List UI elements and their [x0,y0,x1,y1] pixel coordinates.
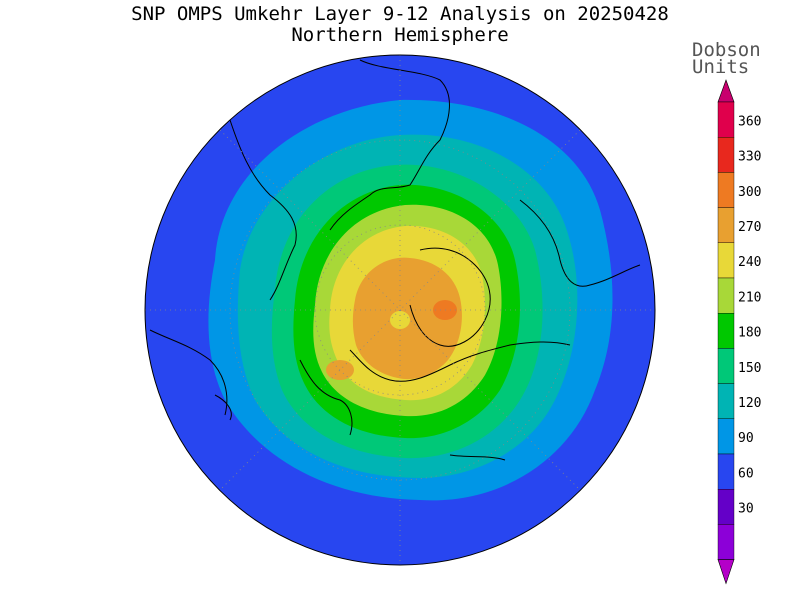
coastline-north-america-east [229,119,297,301]
colorbar-tick-label: 270 [738,220,761,235]
colorbar-tick-label: 90 [738,431,754,446]
coastline-east-asia [449,454,506,461]
coastlines [149,59,641,461]
colorbar-segment [717,207,735,244]
colorbar-segment [717,489,735,525]
colorbar-segment [717,242,735,279]
colorbar-segment [717,418,735,455]
colorbar-bottom-arrow [717,559,735,585]
units-label-line1: Dobson [692,39,761,61]
coastline-kamchatka [299,359,353,436]
coastline-siberia [349,341,571,382]
coastline-greenland [329,59,450,231]
colorbar-top-arrow [717,79,735,103]
colorbar-segment [717,277,735,314]
colorbar-tick-label: 120 [738,396,761,411]
colorbar-tick-label: 180 [738,326,761,341]
contour-300-east-asia [326,360,354,380]
colorbar-segment [717,383,735,420]
colorbar-tick-label: 330 [738,150,761,165]
colorbar-segment [717,136,735,173]
colorbar-tick-label: 360 [738,114,761,129]
chart-title: SNP OMPS Umkehr Layer 9-12 Analysis on 2… [131,3,669,25]
colorbar-tick-label: 300 [738,185,761,200]
colorbar-segment [717,172,735,208]
chart-subtitle: Northern Hemisphere [291,24,509,46]
colorbar-tick-label: 150 [738,361,761,376]
coastline-europe [519,199,641,287]
coastline-north-america-west [149,329,228,416]
units-label-line2: Units [692,56,750,78]
colorbar-segment [717,101,735,138]
colorbar-segment [717,453,735,490]
colorbar-tick-label: 60 [738,466,754,481]
colorbar-tick-label: 210 [738,290,761,305]
colorbar-tick-label: 240 [738,255,761,270]
latlon-grid [145,55,655,565]
colorbar-segment [717,313,735,349]
colorbar-segment [717,348,735,384]
colorbar-segment [717,524,735,560]
map-border [144,54,656,566]
colorbar-tick-label: 30 [738,502,754,517]
coastline-aleutians [214,394,232,421]
